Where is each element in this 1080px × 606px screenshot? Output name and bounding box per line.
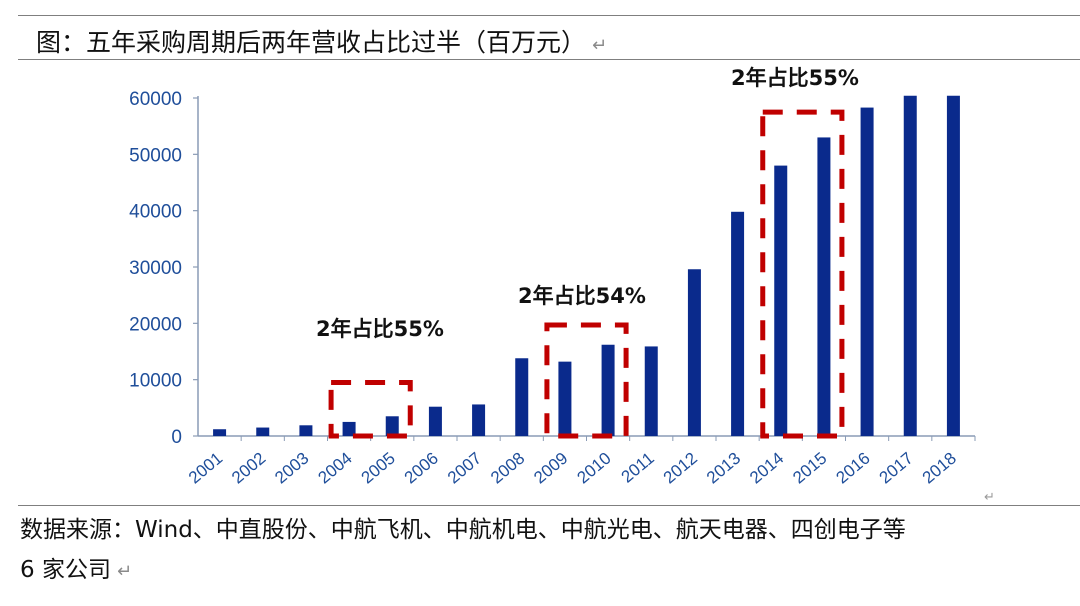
x-tick-label: 2011: [618, 449, 658, 487]
x-tick-label: 2007: [444, 449, 485, 488]
annotation-label: 2年占比54%: [518, 284, 646, 308]
highlight-box: [760, 109, 845, 439]
x-tick-label: 2013: [703, 449, 744, 488]
bar-2015: [817, 137, 831, 436]
highlight-box: [328, 379, 413, 439]
annotation-label: 2年占比55%: [316, 317, 444, 341]
bar-2007: [472, 404, 486, 436]
x-tick-label: 2002: [228, 449, 269, 488]
bar-2006: [428, 406, 442, 436]
return-mark-icon: ↵: [116, 561, 133, 582]
y-tick-label: 30000: [129, 258, 182, 279]
bar-2003: [299, 425, 313, 436]
highlight-box: [544, 322, 629, 439]
bar-2016: [860, 107, 874, 437]
bar-2018: [946, 95, 960, 436]
bar-2017: [903, 95, 917, 436]
bar-2010: [601, 344, 615, 436]
x-tick-label: 2010: [573, 449, 614, 488]
x-tick-label: 2015: [789, 449, 830, 488]
x-tick-label: 2014: [746, 449, 787, 488]
y-tick-label: 50000: [129, 145, 182, 166]
bar-2009: [558, 361, 572, 436]
x-tick-label: 2012: [660, 449, 701, 488]
figure-title-bar: 图：五年采购周期后两年营收占比过半（百万元） ↵: [18, 15, 1080, 60]
x-tick-label: 2018: [919, 449, 960, 488]
figure-title-text: 图：五年采购周期后两年营收占比过半（百万元）: [36, 28, 587, 57]
y-tick-label: 40000: [129, 202, 182, 223]
bar-2001: [213, 429, 227, 436]
x-tick-label: 2016: [832, 449, 873, 488]
x-tick-label: 2017: [876, 449, 917, 488]
bar-2002: [256, 427, 270, 436]
source-line-2: 6 家公司 ↵: [20, 550, 1080, 592]
bar-2011: [644, 346, 658, 436]
return-mark-icon: ↵: [984, 490, 995, 505]
source-line-2-text: 6 家公司: [20, 557, 111, 583]
bar-2004: [342, 421, 356, 436]
source-note: 数据来源：Wind、中直股份、中航飞机、中航机电、中航光电、航天电器、四创电子等…: [20, 510, 1080, 592]
x-tick-label: 2003: [271, 449, 312, 488]
y-tick-label: 60000: [129, 89, 182, 110]
x-tick-label: 2005: [358, 449, 399, 488]
x-tick-label: 2006: [401, 449, 442, 488]
x-tick-label: 2008: [487, 449, 528, 488]
bar-2013: [731, 211, 745, 436]
bar-2012: [687, 269, 701, 436]
y-tick-label: 20000: [129, 314, 182, 335]
figure-title: 图：五年采购周期后两年营收占比过半（百万元） ↵: [36, 23, 607, 59]
bar-2008: [515, 358, 529, 436]
source-line-1: 数据来源：Wind、中直股份、中航飞机、中航机电、中航光电、航天电器、四创电子等: [20, 517, 906, 543]
return-mark-icon: ↵: [592, 35, 608, 56]
x-tick-label: 2001: [185, 449, 226, 488]
annotation-label: 2年占比55%: [731, 66, 859, 90]
x-tick-label: 2004: [314, 449, 355, 488]
bar-2014: [774, 165, 788, 436]
y-tick-label: 10000: [129, 371, 182, 392]
y-tick-label: 0: [171, 427, 182, 448]
x-tick-label: 2009: [530, 449, 571, 488]
bar-2005: [385, 416, 399, 436]
bottom-divider: [18, 505, 1080, 506]
